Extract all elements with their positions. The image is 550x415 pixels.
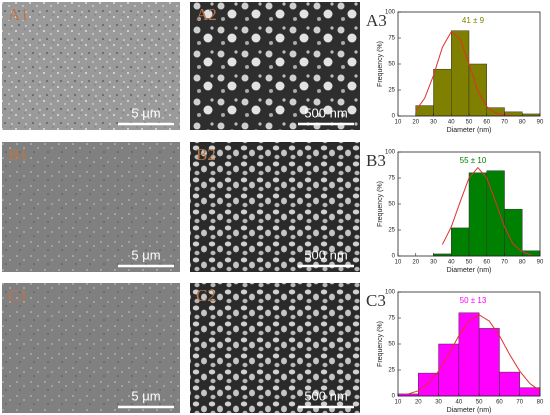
y-tick-label: 75 xyxy=(388,316,395,322)
bar xyxy=(433,68,452,117)
x-tick-label: 80 xyxy=(537,400,544,406)
panel-label: A1 xyxy=(8,5,29,24)
y-tick-label: 100 xyxy=(385,10,396,16)
y-tick-label: 100 xyxy=(385,290,396,296)
scale-bar-label: 500 nm xyxy=(304,105,347,120)
x-tick-label: 50 xyxy=(476,400,483,406)
scale-bar-label: 5 μm xyxy=(131,105,160,120)
annotation: 50 ± 13 xyxy=(460,296,487,305)
y-axis-label: Frequency (%) xyxy=(377,321,384,367)
x-tick-label: 50 xyxy=(466,120,473,126)
fit-curve xyxy=(415,30,514,117)
y-axis-label: Frequency (%) xyxy=(377,181,384,227)
x-axis-label: Diameter (nm) xyxy=(447,267,492,274)
x-tick-label: 70 xyxy=(501,260,508,266)
y-tick-label: 100 xyxy=(385,150,396,156)
y-tick-label: 75 xyxy=(388,176,395,182)
sem-image xyxy=(190,142,360,272)
bar xyxy=(478,328,500,397)
panel-label: B3 xyxy=(366,151,386,170)
x-tick-label: 30 xyxy=(430,120,437,126)
scale-bar-label: 500 nm xyxy=(304,247,347,262)
x-tick-label: 60 xyxy=(483,260,490,266)
y-tick-label: 0 xyxy=(392,114,396,120)
panel-label: A2 xyxy=(196,5,217,24)
scale-bar-label: 5 μm xyxy=(131,247,160,262)
bar xyxy=(438,343,460,397)
annotation: 55 ± 10 xyxy=(460,156,487,165)
x-tick-label: 60 xyxy=(483,120,490,126)
x-tick-label: 80 xyxy=(519,260,526,266)
x-tick-label: 40 xyxy=(456,400,463,406)
bar xyxy=(458,312,480,397)
x-tick-label: 50 xyxy=(466,260,473,266)
sem-image xyxy=(190,283,360,413)
x-tick-label: 60 xyxy=(496,400,503,406)
bar xyxy=(522,250,541,257)
x-tick-label: 30 xyxy=(435,400,442,406)
y-tick-label: 25 xyxy=(388,228,395,234)
scale-bar-label: 500 nm xyxy=(304,388,347,403)
bar xyxy=(468,172,487,257)
panel-label: B2 xyxy=(196,145,216,164)
y-axis-label: Frequency (%) xyxy=(377,41,384,87)
bar xyxy=(451,30,470,117)
y-tick-label: 25 xyxy=(388,88,395,94)
x-tick-label: 40 xyxy=(448,260,455,266)
panel-label: B1 xyxy=(8,145,28,164)
bar xyxy=(451,227,470,257)
x-tick-label: 90 xyxy=(537,120,544,126)
x-tick-label: 70 xyxy=(501,120,508,126)
scale-bar-label: 5 μm xyxy=(131,388,160,403)
y-tick-label: 50 xyxy=(388,202,395,208)
x-axis-label: Diameter (nm) xyxy=(447,127,492,134)
bar xyxy=(418,372,439,397)
x-tick-label: 30 xyxy=(430,260,437,266)
sem-image xyxy=(2,2,180,130)
fit-curve xyxy=(441,166,532,256)
panel-label: C1 xyxy=(8,286,28,305)
x-tick-label: 70 xyxy=(516,400,523,406)
x-tick-label: 10 xyxy=(395,400,402,406)
y-tick-label: 75 xyxy=(388,36,395,42)
x-tick-label: 10 xyxy=(395,260,402,266)
histogram: B3 0 25 50 75 100 10 20 30 40 50 60 70 80 90 Diameter (… xyxy=(366,150,544,274)
panel-label: A3 xyxy=(366,11,387,30)
bar xyxy=(486,170,505,257)
x-tick-label: 20 xyxy=(412,260,419,266)
y-tick-label: 50 xyxy=(388,62,395,68)
sem-image xyxy=(190,2,360,130)
x-tick-label: 10 xyxy=(395,120,402,126)
histogram: A3 0 25 50 75 100 10 20 30 40 50 60 70 80 90 Diameter (… xyxy=(366,10,544,134)
x-tick-label: 20 xyxy=(412,120,419,126)
y-tick-label: 0 xyxy=(392,254,396,260)
y-tick-label: 50 xyxy=(388,342,395,348)
x-tick-label: 80 xyxy=(519,120,526,126)
sem-image xyxy=(2,283,180,413)
sem-image xyxy=(2,142,180,272)
x-tick-label: 40 xyxy=(448,120,455,126)
panel-label: C3 xyxy=(366,291,386,310)
x-tick-label: 20 xyxy=(415,400,422,406)
x-tick-label: 90 xyxy=(537,260,544,266)
panel-label: C2 xyxy=(196,286,216,305)
histogram: C3 0 25 50 75 100 10 20 30 40 50 60 70 80 Diameter (nm… xyxy=(366,290,544,414)
annotation: 41 ± 9 xyxy=(462,16,485,25)
bar xyxy=(499,371,520,397)
y-tick-label: 0 xyxy=(392,394,396,400)
fit-curve xyxy=(407,314,541,395)
y-tick-label: 25 xyxy=(388,368,395,374)
x-axis-label: Diameter (nm) xyxy=(447,407,492,414)
